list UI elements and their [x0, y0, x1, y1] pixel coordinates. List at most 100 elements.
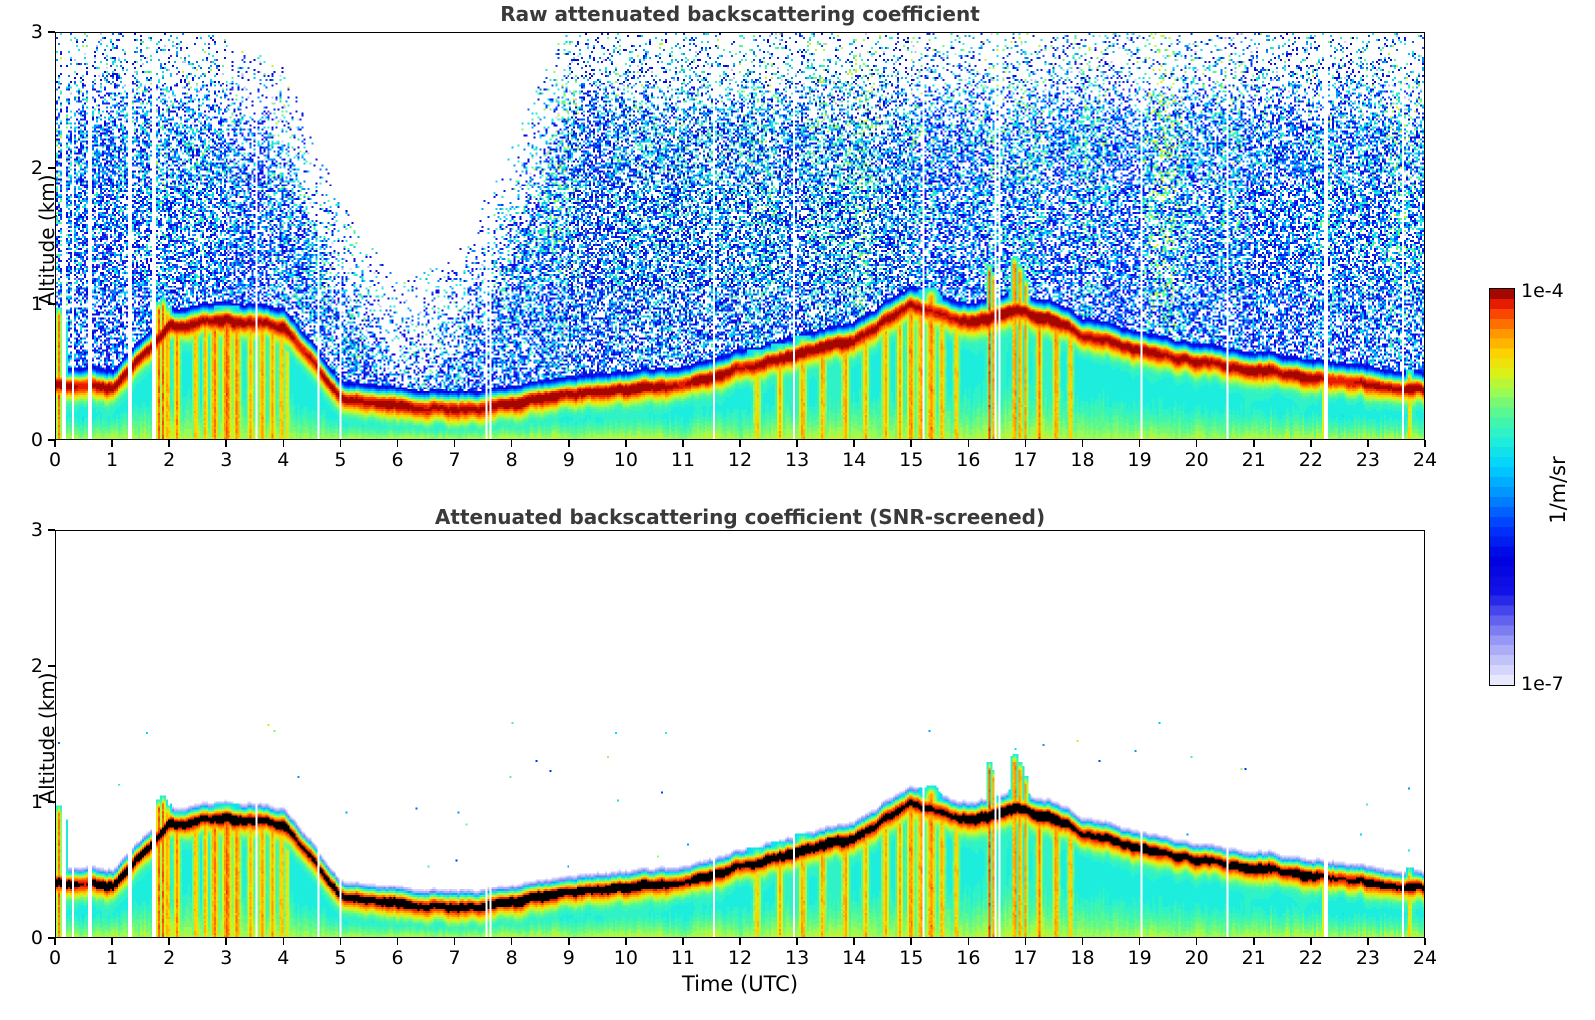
x-tick-15 [910, 440, 913, 447]
x-tick-label-5: 5 [334, 449, 347, 471]
x-tick-22 [1310, 938, 1312, 945]
x-tick-label-4: 4 [277, 947, 290, 969]
x-tick-label-14: 14 [842, 947, 867, 969]
y-tick-1 [48, 303, 55, 305]
x-tick-8 [510, 440, 513, 447]
x-tick-21 [1252, 938, 1255, 945]
x-tick-label-6: 6 [391, 947, 404, 969]
y-tick-3 [48, 529, 55, 531]
y-tick-label-1: 1 [30, 791, 43, 813]
x-tick-label-1: 1 [106, 947, 119, 969]
heatmap-canvas-screened [56, 531, 1424, 937]
x-tick-label-14: 14 [842, 449, 867, 471]
x-tick-6 [396, 938, 399, 945]
x-tick-label-22: 22 [1298, 947, 1323, 969]
x-tick-label-5: 5 [334, 947, 347, 969]
x-tick-label-20: 20 [1184, 947, 1209, 969]
y-tick-2 [48, 665, 55, 667]
x-tick-12 [739, 440, 741, 447]
x-tick-22 [1310, 440, 1312, 447]
x-tick-label-22: 22 [1298, 449, 1323, 471]
x-tick-label-23: 23 [1355, 449, 1380, 471]
x-tick-20 [1195, 938, 1198, 945]
x-tick-20 [1195, 440, 1198, 447]
x-tick-23 [1367, 938, 1369, 945]
x-tick-3 [225, 938, 228, 945]
x-tick-label-18: 18 [1070, 449, 1095, 471]
x-tick-7 [453, 440, 456, 447]
x-tick-label-20: 20 [1184, 449, 1209, 471]
x-tick-14 [853, 938, 855, 945]
y-tick-label-2: 2 [30, 157, 43, 179]
x-tick-label-16: 16 [956, 449, 981, 471]
y-tick-0 [48, 937, 55, 939]
x-tick-label-15: 15 [899, 947, 924, 969]
x-tick-11 [682, 440, 684, 447]
x-tick-label-17: 17 [1013, 947, 1038, 969]
plot-area-raw[interactable] [55, 32, 1425, 440]
x-tick-16 [967, 440, 970, 447]
x-tick-label-0: 0 [48, 449, 62, 471]
x-tick-18 [1081, 440, 1084, 447]
x-tick-13 [796, 440, 798, 447]
x-tick-2 [168, 440, 170, 447]
x-tick-label-8: 8 [505, 449, 518, 471]
x-tick-16 [967, 938, 970, 945]
x-tick-17 [1024, 938, 1027, 945]
x-tick-17 [1024, 440, 1027, 447]
x-tick-label-16: 16 [956, 947, 981, 969]
x-tick-label-17: 17 [1013, 449, 1038, 471]
x-tick-1 [111, 440, 113, 447]
x-tick-label-12: 12 [727, 449, 753, 471]
x-tick-9 [567, 440, 570, 447]
x-tick-label-6: 6 [391, 449, 404, 471]
x-tick-label-9: 9 [562, 947, 575, 969]
x-tick-label-2: 2 [163, 449, 176, 471]
colorbar-gradient [1490, 289, 1514, 685]
x-tick-label-24: 24 [1412, 947, 1438, 969]
x-tick-label-9: 9 [562, 449, 575, 471]
x-tick-4 [282, 440, 285, 447]
x-tick-label-3: 3 [220, 449, 233, 471]
x-tick-10 [625, 938, 627, 945]
x-tick-2 [168, 938, 170, 945]
x-tick-9 [567, 938, 570, 945]
x-tick-label-21: 21 [1241, 947, 1266, 969]
colorbar[interactable] [1489, 288, 1515, 686]
x-tick-label-18: 18 [1070, 947, 1095, 969]
x-tick-10 [625, 440, 627, 447]
x-tick-12 [739, 938, 741, 945]
y-tick-2 [48, 167, 55, 169]
y-tick-0 [48, 439, 55, 441]
y-tick-label-0: 0 [30, 927, 43, 949]
y-tick-1 [48, 801, 55, 803]
x-tick-label-1: 1 [106, 449, 119, 471]
x-tick-23 [1367, 440, 1369, 447]
x-tick-6 [396, 440, 399, 447]
x-tick-7 [453, 938, 456, 945]
y-tick-label-2: 2 [30, 655, 43, 677]
colorbar-unit-label: 1/m/sr [1546, 456, 1570, 524]
x-tick-label-7: 7 [448, 947, 461, 969]
x-tick-label-19: 19 [1127, 947, 1152, 969]
x-tick-label-3: 3 [220, 947, 233, 969]
x-tick-label-13: 13 [784, 947, 810, 969]
colorbar-max-label: 1e-4 [1521, 280, 1564, 302]
x-tick-24 [1424, 938, 1426, 945]
x-tick-21 [1252, 440, 1255, 447]
x-tick-label-4: 4 [277, 449, 290, 471]
x-tick-label-19: 19 [1127, 449, 1152, 471]
x-tick-label-11: 11 [670, 449, 695, 471]
x-tick-label-13: 13 [784, 449, 810, 471]
plot-area-screened[interactable] [55, 530, 1425, 938]
x-tick-13 [796, 938, 798, 945]
x-tick-15 [910, 938, 913, 945]
x-tick-8 [510, 938, 513, 945]
heatmap-canvas-raw [56, 33, 1424, 439]
x-tick-label-2: 2 [163, 947, 176, 969]
x-tick-label-21: 21 [1241, 449, 1266, 471]
panel-title-raw: Raw attenuated backscattering coefficien… [500, 2, 980, 26]
x-tick-11 [682, 938, 684, 945]
x-tick-0 [54, 440, 56, 447]
